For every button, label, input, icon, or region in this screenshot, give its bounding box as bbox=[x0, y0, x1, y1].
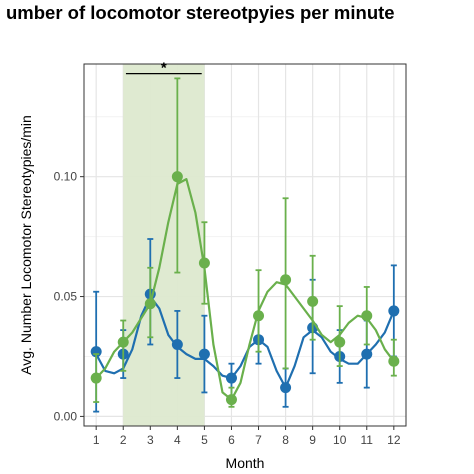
data-point bbox=[198, 348, 210, 360]
x-tick-label: 12 bbox=[387, 433, 401, 447]
data-point bbox=[307, 295, 319, 307]
data-point bbox=[280, 382, 292, 394]
x-tick-label: 4 bbox=[174, 433, 181, 447]
annotation-layer: * bbox=[125, 60, 202, 77]
plot-frame bbox=[83, 63, 407, 427]
data-point bbox=[225, 372, 237, 384]
x-tick-label: 8 bbox=[282, 433, 289, 447]
data-point bbox=[117, 336, 129, 348]
data-point bbox=[280, 274, 292, 286]
data-point bbox=[361, 348, 373, 360]
x-tick-label: 6 bbox=[228, 433, 235, 447]
x-tick-label: 9 bbox=[309, 433, 316, 447]
significance-marker: * bbox=[161, 60, 167, 77]
x-tick-label: 7 bbox=[255, 433, 262, 447]
x-tick-label: 11 bbox=[361, 433, 374, 447]
data-point bbox=[171, 338, 183, 350]
data-point bbox=[388, 355, 400, 367]
y-tick-label: 0.05 bbox=[54, 290, 78, 304]
data-point bbox=[361, 310, 373, 322]
axes-layer: 0.000.050.101 2 3 4 5 6 7 8 9 10 11 12 bbox=[54, 170, 401, 447]
data-point bbox=[334, 336, 346, 348]
x-tick-label: 3 bbox=[147, 433, 154, 447]
x-tick-label: 5 bbox=[201, 433, 208, 447]
data-point bbox=[253, 310, 265, 322]
x-tick-label: 10 bbox=[333, 433, 347, 447]
y-axis-title: Avg. Number Locomotor Stereotypies/min bbox=[18, 115, 34, 375]
data-point bbox=[90, 372, 102, 384]
chart-title: umber of locomotor stereotpyies per minu… bbox=[6, 2, 395, 23]
y-tick-label: 0.10 bbox=[54, 170, 78, 184]
x-axis-title: Month bbox=[226, 455, 265, 471]
data-point bbox=[171, 171, 183, 183]
x-tick-label: 1 bbox=[93, 433, 100, 447]
data-point bbox=[388, 305, 400, 317]
series-layer bbox=[90, 77, 400, 413]
series-line-2 bbox=[95, 178, 395, 401]
data-point bbox=[225, 394, 237, 406]
x-tick-label: 2 bbox=[120, 433, 127, 447]
y-tick-label: 0.00 bbox=[54, 409, 78, 423]
data-point bbox=[198, 257, 210, 269]
data-point bbox=[144, 298, 156, 310]
